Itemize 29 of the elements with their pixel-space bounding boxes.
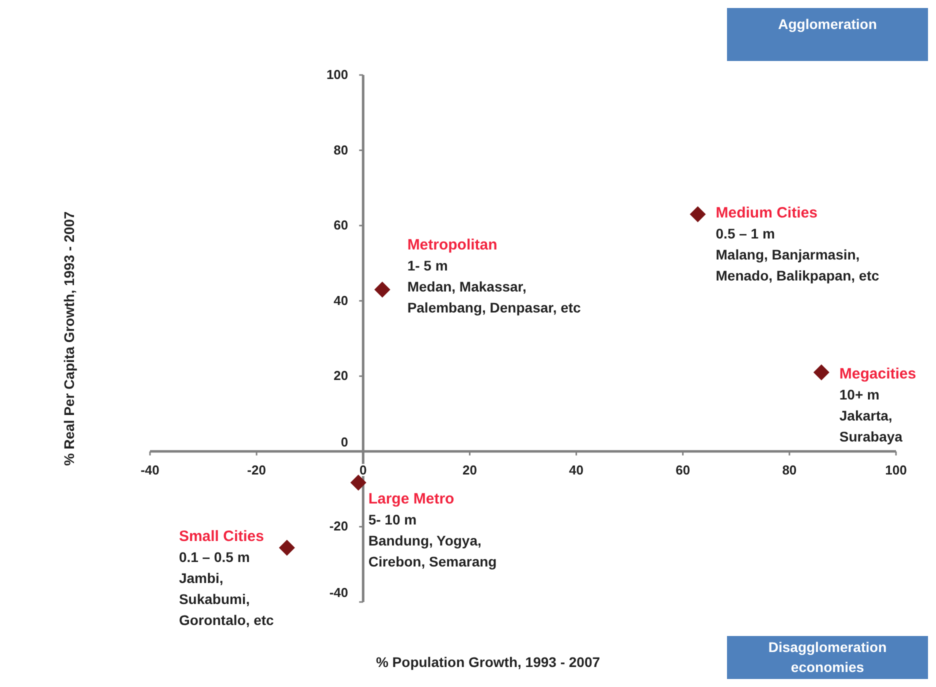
x-tick-label: -40: [140, 462, 160, 478]
y-tick-label: 80: [334, 142, 348, 158]
y-tick-label: 20: [334, 368, 348, 384]
series-label: Small Cities: [178, 528, 264, 545]
y-tick-label: 40: [334, 292, 348, 308]
y-tick-label: -40: [329, 585, 348, 600]
x-tick-label: 20: [462, 462, 477, 478]
x-tick-label: 80: [782, 462, 797, 478]
x-tick-label: -20: [247, 462, 266, 478]
text: Agglomeration: [778, 16, 877, 32]
annotation: 0.5 – 1 m Malang, Banjarmasin, Menado, Balikpapan, etc: [716, 225, 880, 284]
x-tick-label: 100: [885, 462, 907, 478]
y-tick-label: 60: [334, 218, 348, 233]
y-tick-label: -20: [329, 518, 348, 534]
x-tick-label: 40: [569, 462, 584, 478]
annotation: 0.1 – 0.5 m Jambi, Sukabumi, Gorontalo, etc: [178, 548, 274, 628]
y-tick-label: 0: [340, 434, 348, 450]
series-label: Medium Cities: [716, 204, 818, 222]
annotation: 5- 10 m Bandung, Yogya, Cirebon, Semarang: [368, 512, 497, 570]
text: Disagglomeration economies: [768, 639, 887, 675]
annotation: 10+ m Jakarta, Surabaya: [839, 386, 903, 444]
y-tick-label: 100: [326, 67, 348, 82]
x-axis-title: % Population Growth, 1993 - 2007: [376, 654, 600, 670]
annotation: 1- 5 m Medan, Makassar, Palembang, Denpasar, etc: [407, 258, 582, 316]
series-label: Megacities: [839, 365, 916, 382]
y-axis-title: % Real Per Capita Growth, 1993 - 2007: [61, 211, 77, 466]
text: Metropolitan: [407, 236, 498, 254]
series-label: Large Metro: [368, 490, 454, 508]
x-tick-label: 60: [676, 462, 690, 478]
